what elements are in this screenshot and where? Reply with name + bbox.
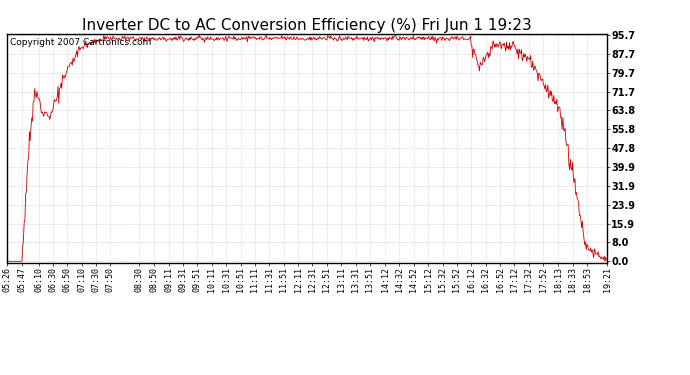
Title: Inverter DC to AC Conversion Efficiency (%) Fri Jun 1 19:23: Inverter DC to AC Conversion Efficiency … xyxy=(82,18,532,33)
Text: Copyright 2007 Cartronics.com: Copyright 2007 Cartronics.com xyxy=(10,38,151,47)
